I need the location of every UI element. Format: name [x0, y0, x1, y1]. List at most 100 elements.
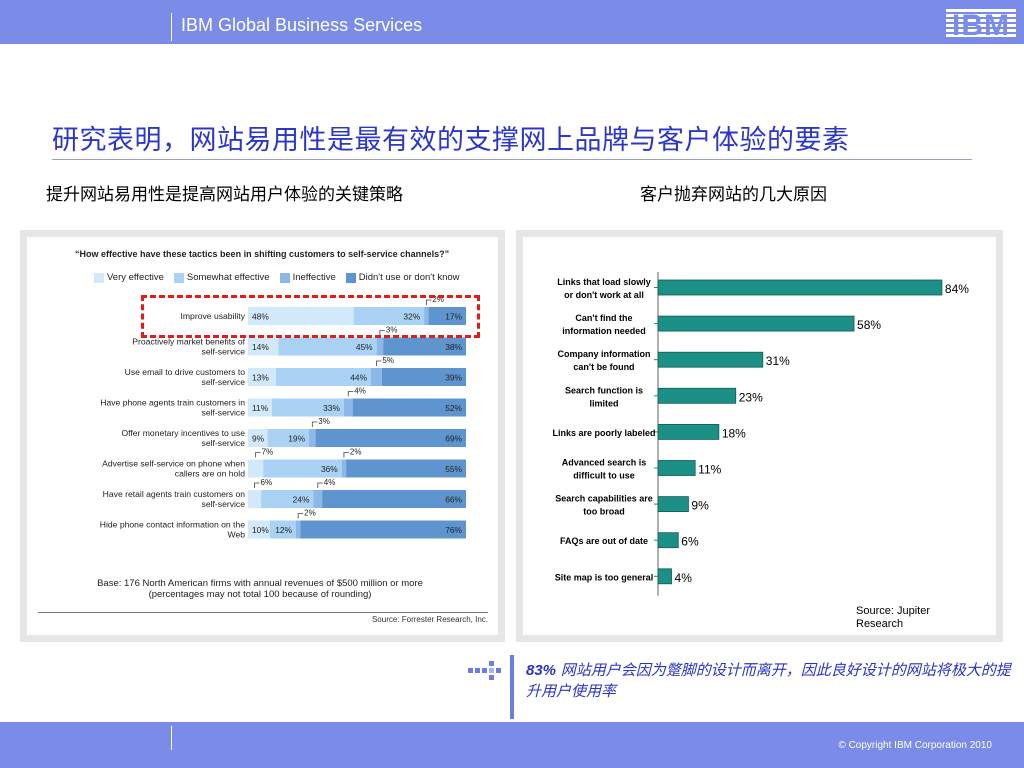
data-label: 5%: [382, 356, 394, 365]
data-label: 33%: [323, 403, 340, 413]
label-leader: [425, 299, 432, 305]
category-label: Advertise self-service on phone when: [102, 459, 245, 469]
stacked-bar-segment: [248, 490, 262, 508]
data-label: 18%: [722, 426, 746, 440]
label-leader: [376, 360, 382, 366]
data-label: 2%: [304, 509, 316, 518]
svg-text:IBM: IBM: [952, 9, 1010, 40]
legend-swatch: [94, 272, 104, 283]
data-label: 9%: [252, 434, 265, 444]
legend-item-didnt-use: Didn't use or don't know: [345, 272, 460, 283]
category-label: difficult to use: [573, 471, 635, 481]
data-label: 44%: [350, 373, 367, 383]
data-label: 9%: [691, 499, 709, 513]
stacked-bar-segment: [263, 459, 342, 478]
data-label: 32%: [403, 312, 420, 322]
category-label: Site map is too general: [555, 572, 654, 582]
label-leader: [379, 330, 385, 336]
stacked-bar-segment: [261, 490, 314, 508]
legend-swatch: [279, 272, 290, 283]
label-leader: [255, 452, 261, 458]
data-label: 36%: [321, 464, 338, 474]
footer-divider: [171, 726, 172, 750]
category-label: callers are on hold: [175, 469, 245, 479]
stacked-bar-segment: [352, 398, 466, 417]
legend-swatch: [345, 272, 356, 283]
data-label: 6%: [681, 535, 699, 549]
right-chart-source: Source: Jupiter Research: [856, 605, 930, 630]
stacked-bar-segment: [248, 307, 354, 325]
copyright: © Copyright IBM Corporation 2010: [838, 740, 992, 751]
stacked-bar-segment: [322, 490, 466, 508]
category-label: Search capabilities are: [555, 494, 653, 504]
data-label: 3%: [386, 326, 398, 335]
data-label: 66%: [445, 495, 462, 505]
stacked-bar-segment: [424, 307, 429, 325]
category-label: Web: [227, 530, 245, 540]
legend-swatch: [173, 272, 184, 283]
right-heading: 客户抛弃网站的几大原因: [640, 185, 827, 205]
category-label: Improve usability: [181, 311, 246, 321]
label-leader: [343, 452, 349, 458]
data-label: 24%: [293, 495, 310, 505]
label-leader: [347, 391, 354, 397]
stacked-bar-segment: [341, 459, 347, 478]
ibm-logo-icon: IBM: [946, 9, 1016, 40]
right-chart-panel: [516, 230, 1003, 642]
data-label: 39%: [445, 373, 462, 383]
label-leader: [311, 421, 318, 427]
category-label: information needed: [562, 326, 646, 336]
title-divider: [52, 159, 972, 160]
bar: [657, 387, 737, 404]
category-label: can't be found: [573, 362, 634, 372]
data-label: 14%: [252, 342, 269, 352]
label-leader: [254, 482, 260, 488]
bar: [657, 351, 764, 368]
bar: [657, 460, 696, 476]
note-accent-bar: [510, 655, 514, 719]
data-label: 38%: [445, 342, 462, 352]
stacked-bar-segment: [248, 368, 277, 386]
category-label: self-service: [202, 408, 246, 418]
data-label: 23%: [739, 390, 763, 404]
stacked-bar-segment: [248, 459, 264, 478]
page-title: 研究表明，网站易用性是最有效的支撑网上品牌与客户体验的要素: [52, 125, 850, 156]
base-line-1: Base: 176 North American firms with annu…: [97, 578, 423, 589]
category-label: Have retail agents train customers on: [103, 489, 246, 499]
data-label: 55%: [445, 464, 462, 474]
highlight-frame: [141, 295, 480, 338]
data-label: 12%: [275, 525, 292, 535]
category-label: too broad: [583, 507, 625, 517]
bar: [657, 423, 720, 440]
bar: [657, 496, 689, 513]
category-label: Search function is: [565, 385, 643, 395]
legend-label: Very effective: [107, 272, 164, 283]
category-label: limited: [589, 398, 618, 408]
stacked-bar-segment: [295, 520, 301, 539]
bar: [657, 315, 855, 332]
stacked-bar-segment: [376, 337, 384, 356]
category-label: Advanced search is: [562, 458, 647, 468]
brand-name: IBM Global Business Services: [181, 15, 423, 35]
legend-label: Didn't use or don't know: [358, 272, 460, 283]
data-label: 31%: [766, 354, 790, 368]
category-label: Hide phone contact information on the: [100, 520, 245, 530]
category-label: self-service: [202, 347, 246, 357]
category-label: Offer monetary incentives to use: [121, 428, 245, 438]
data-label: 58%: [857, 318, 881, 332]
stacked-bar-segment: [248, 337, 279, 356]
stacked-bar-segment: [300, 520, 466, 539]
category-label: self-service: [202, 499, 246, 509]
stacked-bar-segment: [428, 307, 466, 325]
note-highlight: 83%: [526, 662, 557, 679]
data-label: 3%: [318, 417, 330, 426]
label-leader: [317, 482, 323, 488]
category-label: Can't find the: [575, 313, 632, 323]
data-label: 17%: [445, 312, 462, 322]
data-label: 4%: [354, 387, 366, 396]
data-label: 69%: [445, 434, 462, 444]
category-label: Links that load slowly: [557, 277, 651, 287]
legend-item-very-effective: Very effective: [94, 272, 164, 283]
